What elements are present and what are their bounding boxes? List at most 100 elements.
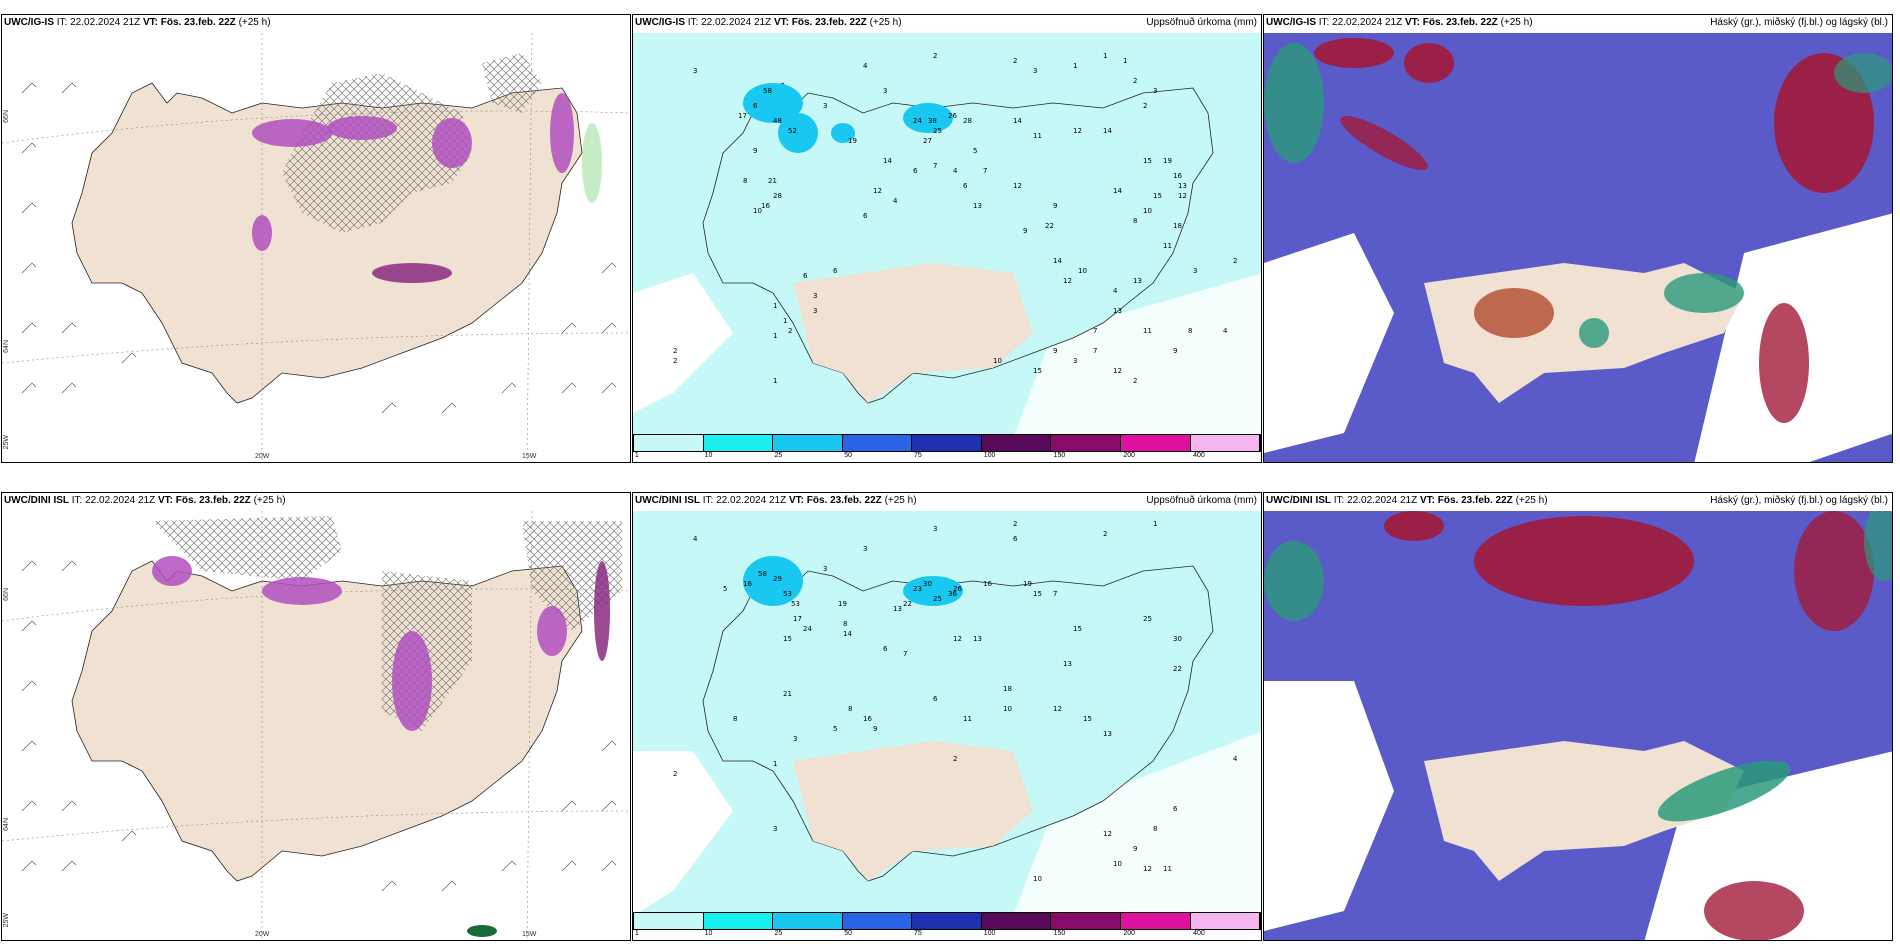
hatched-snow-area (282, 53, 542, 233)
svg-text:7: 7 (933, 162, 937, 170)
svg-text:9: 9 (1133, 845, 1137, 853)
svg-text:7: 7 (983, 167, 987, 175)
svg-text:14: 14 (1053, 257, 1062, 265)
colorbar-label: 25 (774, 452, 783, 459)
svg-text:4: 4 (1233, 755, 1238, 763)
svg-text:18: 18 (1173, 222, 1182, 230)
svg-text:25: 25 (1143, 615, 1152, 623)
lat-label: 25W (3, 435, 10, 450)
svg-text:5: 5 (833, 725, 837, 733)
vt-label: VT: (788, 495, 804, 506)
valid-time: Fös. 23.feb. 22Z (791, 17, 867, 28)
panel-snow-wind-ig: UWC/IG-IS IT: 22.02.2024 21Z VT: Fös. 23… (1, 14, 631, 463)
precipitation-map: 3 4 2 2 3 1 1 1 2 17 6 58 48 52 3 3 19 2… (633, 33, 1261, 438)
svg-text:11: 11 (1033, 132, 1042, 140)
vt-label: VT: (1419, 495, 1435, 506)
model-name: UWC/DINI ISL (635, 495, 700, 506)
colorbar-cell (773, 435, 843, 451)
svg-text:19: 19 (838, 600, 847, 608)
svg-text:3: 3 (813, 307, 817, 315)
svg-text:22: 22 (903, 600, 912, 608)
lead-time: (+25 h) (869, 17, 902, 28)
wind-barb-snow-map (2, 33, 630, 462)
svg-text:2: 2 (1133, 377, 1137, 385)
panel-header: UWC/IG-IS IT: 22.02.2024 21Z VT: Fös. 23… (4, 17, 271, 28)
svg-text:12: 12 (953, 635, 962, 643)
precip-values: 4 3 3 2 2 1 6 5 16 58 29 53 53 3 14 13 1… (673, 520, 1238, 883)
precip-heavy (743, 83, 953, 153)
svg-text:3: 3 (693, 67, 697, 75)
colorbar-label: 400 (1193, 452, 1205, 459)
svg-text:16: 16 (983, 580, 992, 588)
svg-text:22: 22 (1045, 222, 1054, 230)
init-time: 22.02.2024 21Z (701, 17, 772, 28)
svg-text:18: 18 (1003, 685, 1012, 693)
svg-text:6: 6 (1173, 805, 1178, 813)
graticule (2, 33, 630, 462)
lead-time: (+25 h) (1500, 17, 1533, 28)
svg-text:14: 14 (1113, 187, 1122, 195)
svg-text:6: 6 (803, 272, 808, 280)
panel-title: Háský (gr.), miðský (fj.bl.) og lágský (… (1710, 495, 1888, 506)
colorbar-label: 200 (1123, 452, 1136, 459)
model-name: UWC/IG-IS (4, 17, 54, 28)
svg-text:6: 6 (963, 182, 968, 190)
svg-text:9: 9 (753, 147, 757, 155)
colorbar-cell (703, 913, 774, 929)
svg-text:15: 15 (1143, 157, 1152, 165)
panel-title: Háský (gr.), miðský (fj.bl.) og lágský (… (1710, 17, 1888, 28)
svg-text:15: 15 (1153, 192, 1162, 200)
svg-text:10: 10 (1033, 875, 1042, 883)
svg-text:4: 4 (1223, 327, 1228, 335)
svg-text:7: 7 (1093, 327, 1097, 335)
lon-label: 15W (522, 453, 537, 460)
colorbar-label: 100 (983, 452, 996, 459)
svg-text:8: 8 (1133, 217, 1137, 225)
svg-text:53: 53 (783, 590, 792, 598)
lead-time: (+25 h) (884, 495, 917, 506)
colorbar-cell (773, 913, 843, 929)
panel-clouds-ig: UWC/IG-IS IT: 22.02.2024 21Z VT: Fös. 23… (1263, 14, 1893, 463)
model-name: UWC/IG-IS (1266, 17, 1316, 28)
panel-clouds-dini: UWC/DINI ISL IT: 22.02.2024 21Z VT: Fös.… (1263, 492, 1893, 941)
svg-text:2: 2 (1133, 77, 1137, 85)
svg-text:8: 8 (1153, 825, 1157, 833)
svg-text:3: 3 (823, 565, 827, 573)
svg-text:16: 16 (863, 715, 872, 723)
lat-label: 66N (3, 110, 10, 123)
init-time: 22.02.2024 21Z (70, 17, 141, 28)
svg-text:4: 4 (953, 167, 958, 175)
precip-values: 3 4 2 2 3 1 1 1 2 17 6 58 48 52 3 3 19 2… (673, 52, 1237, 385)
svg-text:2: 2 (673, 347, 677, 355)
panel-title: Uppsöfnuð úrkoma (mm) (1146, 17, 1257, 28)
svg-text:53: 53 (791, 600, 800, 608)
colorbar-cell (703, 435, 774, 451)
svg-text:12: 12 (1143, 865, 1152, 873)
svg-text:4: 4 (1113, 287, 1118, 295)
colorbar-cell (1190, 435, 1261, 451)
svg-text:6: 6 (1013, 535, 1018, 543)
colorbar-cell (1051, 435, 1121, 451)
colorbar-cell (842, 435, 913, 451)
init-time: 22.02.2024 21Z (1332, 17, 1403, 28)
svg-text:22: 22 (1173, 665, 1182, 673)
svg-text:13: 13 (973, 202, 982, 210)
svg-text:58: 58 (758, 570, 767, 578)
svg-text:1: 1 (773, 302, 777, 310)
panel-header: UWC/DINI ISL IT: 22.02.2024 21Z VT: Fös.… (1266, 495, 1888, 511)
svg-text:10: 10 (753, 207, 762, 215)
panel-header: UWC/IG-IS IT: 22.02.2024 21Z VT: Fös. 23… (635, 17, 1257, 33)
svg-text:6: 6 (883, 645, 888, 653)
svg-text:27: 27 (923, 137, 932, 145)
svg-text:13: 13 (1133, 277, 1142, 285)
init-time: 22.02.2024 21Z (85, 495, 156, 506)
colorbar-label: 100 (983, 930, 996, 937)
svg-text:14: 14 (1103, 127, 1112, 135)
colorbar-cell (634, 435, 704, 451)
svg-text:7: 7 (1053, 590, 1057, 598)
panel-title: Uppsöfnuð úrkoma (mm) (1146, 495, 1257, 506)
colorbar-label: 75 (913, 930, 922, 937)
svg-text:9: 9 (1173, 347, 1177, 355)
svg-text:58: 58 (763, 87, 772, 95)
svg-text:6: 6 (753, 102, 758, 110)
